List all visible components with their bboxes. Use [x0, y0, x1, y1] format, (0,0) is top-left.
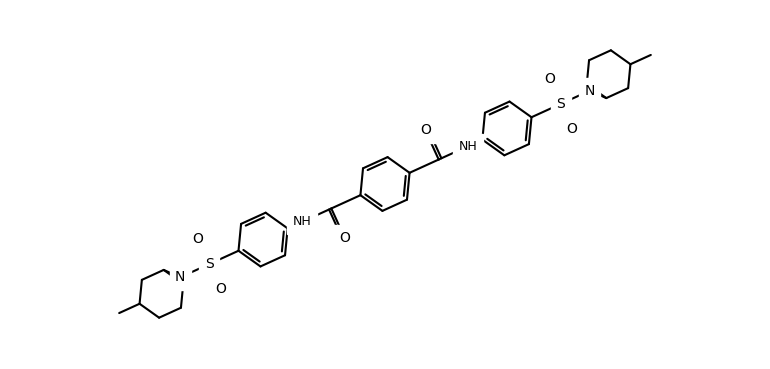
Text: O: O: [420, 123, 430, 137]
Text: O: O: [544, 72, 554, 86]
Text: O: O: [192, 232, 203, 246]
Text: N: N: [584, 84, 595, 98]
Text: S: S: [205, 257, 214, 271]
Text: O: O: [216, 282, 226, 296]
Text: O: O: [567, 122, 578, 136]
Text: O: O: [340, 231, 350, 245]
Text: NH: NH: [293, 215, 312, 228]
Text: N: N: [175, 270, 186, 284]
Text: NH: NH: [458, 140, 477, 153]
Text: S: S: [556, 97, 565, 111]
